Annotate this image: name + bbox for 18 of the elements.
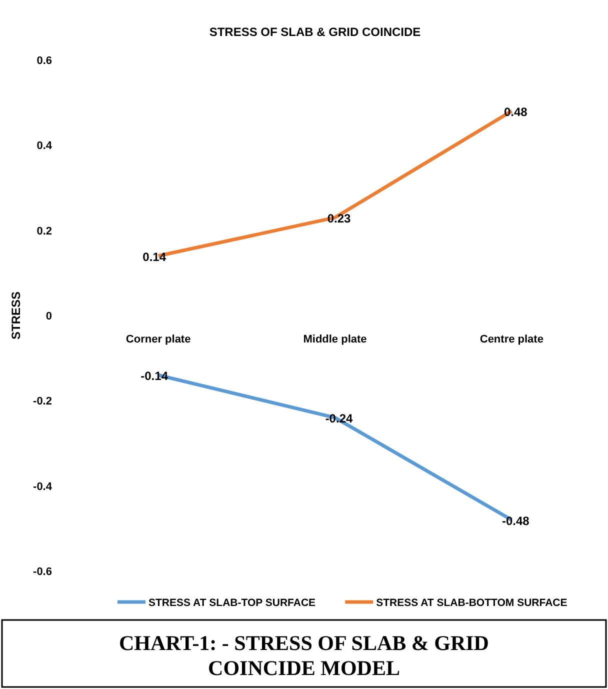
x-tick-label: Centre plate (480, 334, 544, 346)
text: CHART-1: - STRESS OF SLAB & GRID COINCIDE MODEL (119, 631, 489, 680)
y-axis-title: STRESS (9, 291, 23, 340)
y-tick-label: -0.2 (33, 396, 52, 408)
chart-title: STRESS OF SLAB & GRID COINCIDE (209, 25, 421, 39)
legend-label: STRESS AT SLAB-BOTTOM SURFACE (376, 597, 568, 609)
legend-label: STRESS AT SLAB-TOP SURFACE (148, 597, 316, 609)
data-label: 0.23 (327, 212, 351, 226)
data-label: 0.14 (142, 250, 166, 264)
y-tick-label: 0.2 (36, 225, 52, 238)
y-tick-label: -0.4 (33, 480, 53, 493)
y-tick-label: -0.6 (33, 566, 52, 578)
x-tick-label: Middle plate (303, 334, 367, 346)
x-tick-label: Corner plate (126, 334, 191, 346)
y-tick-label: 0.4 (36, 140, 53, 152)
y-tick-label: 0.6 (36, 55, 52, 67)
data-label: -0.48 (502, 514, 530, 528)
y-tick-label: 0 (46, 310, 52, 322)
